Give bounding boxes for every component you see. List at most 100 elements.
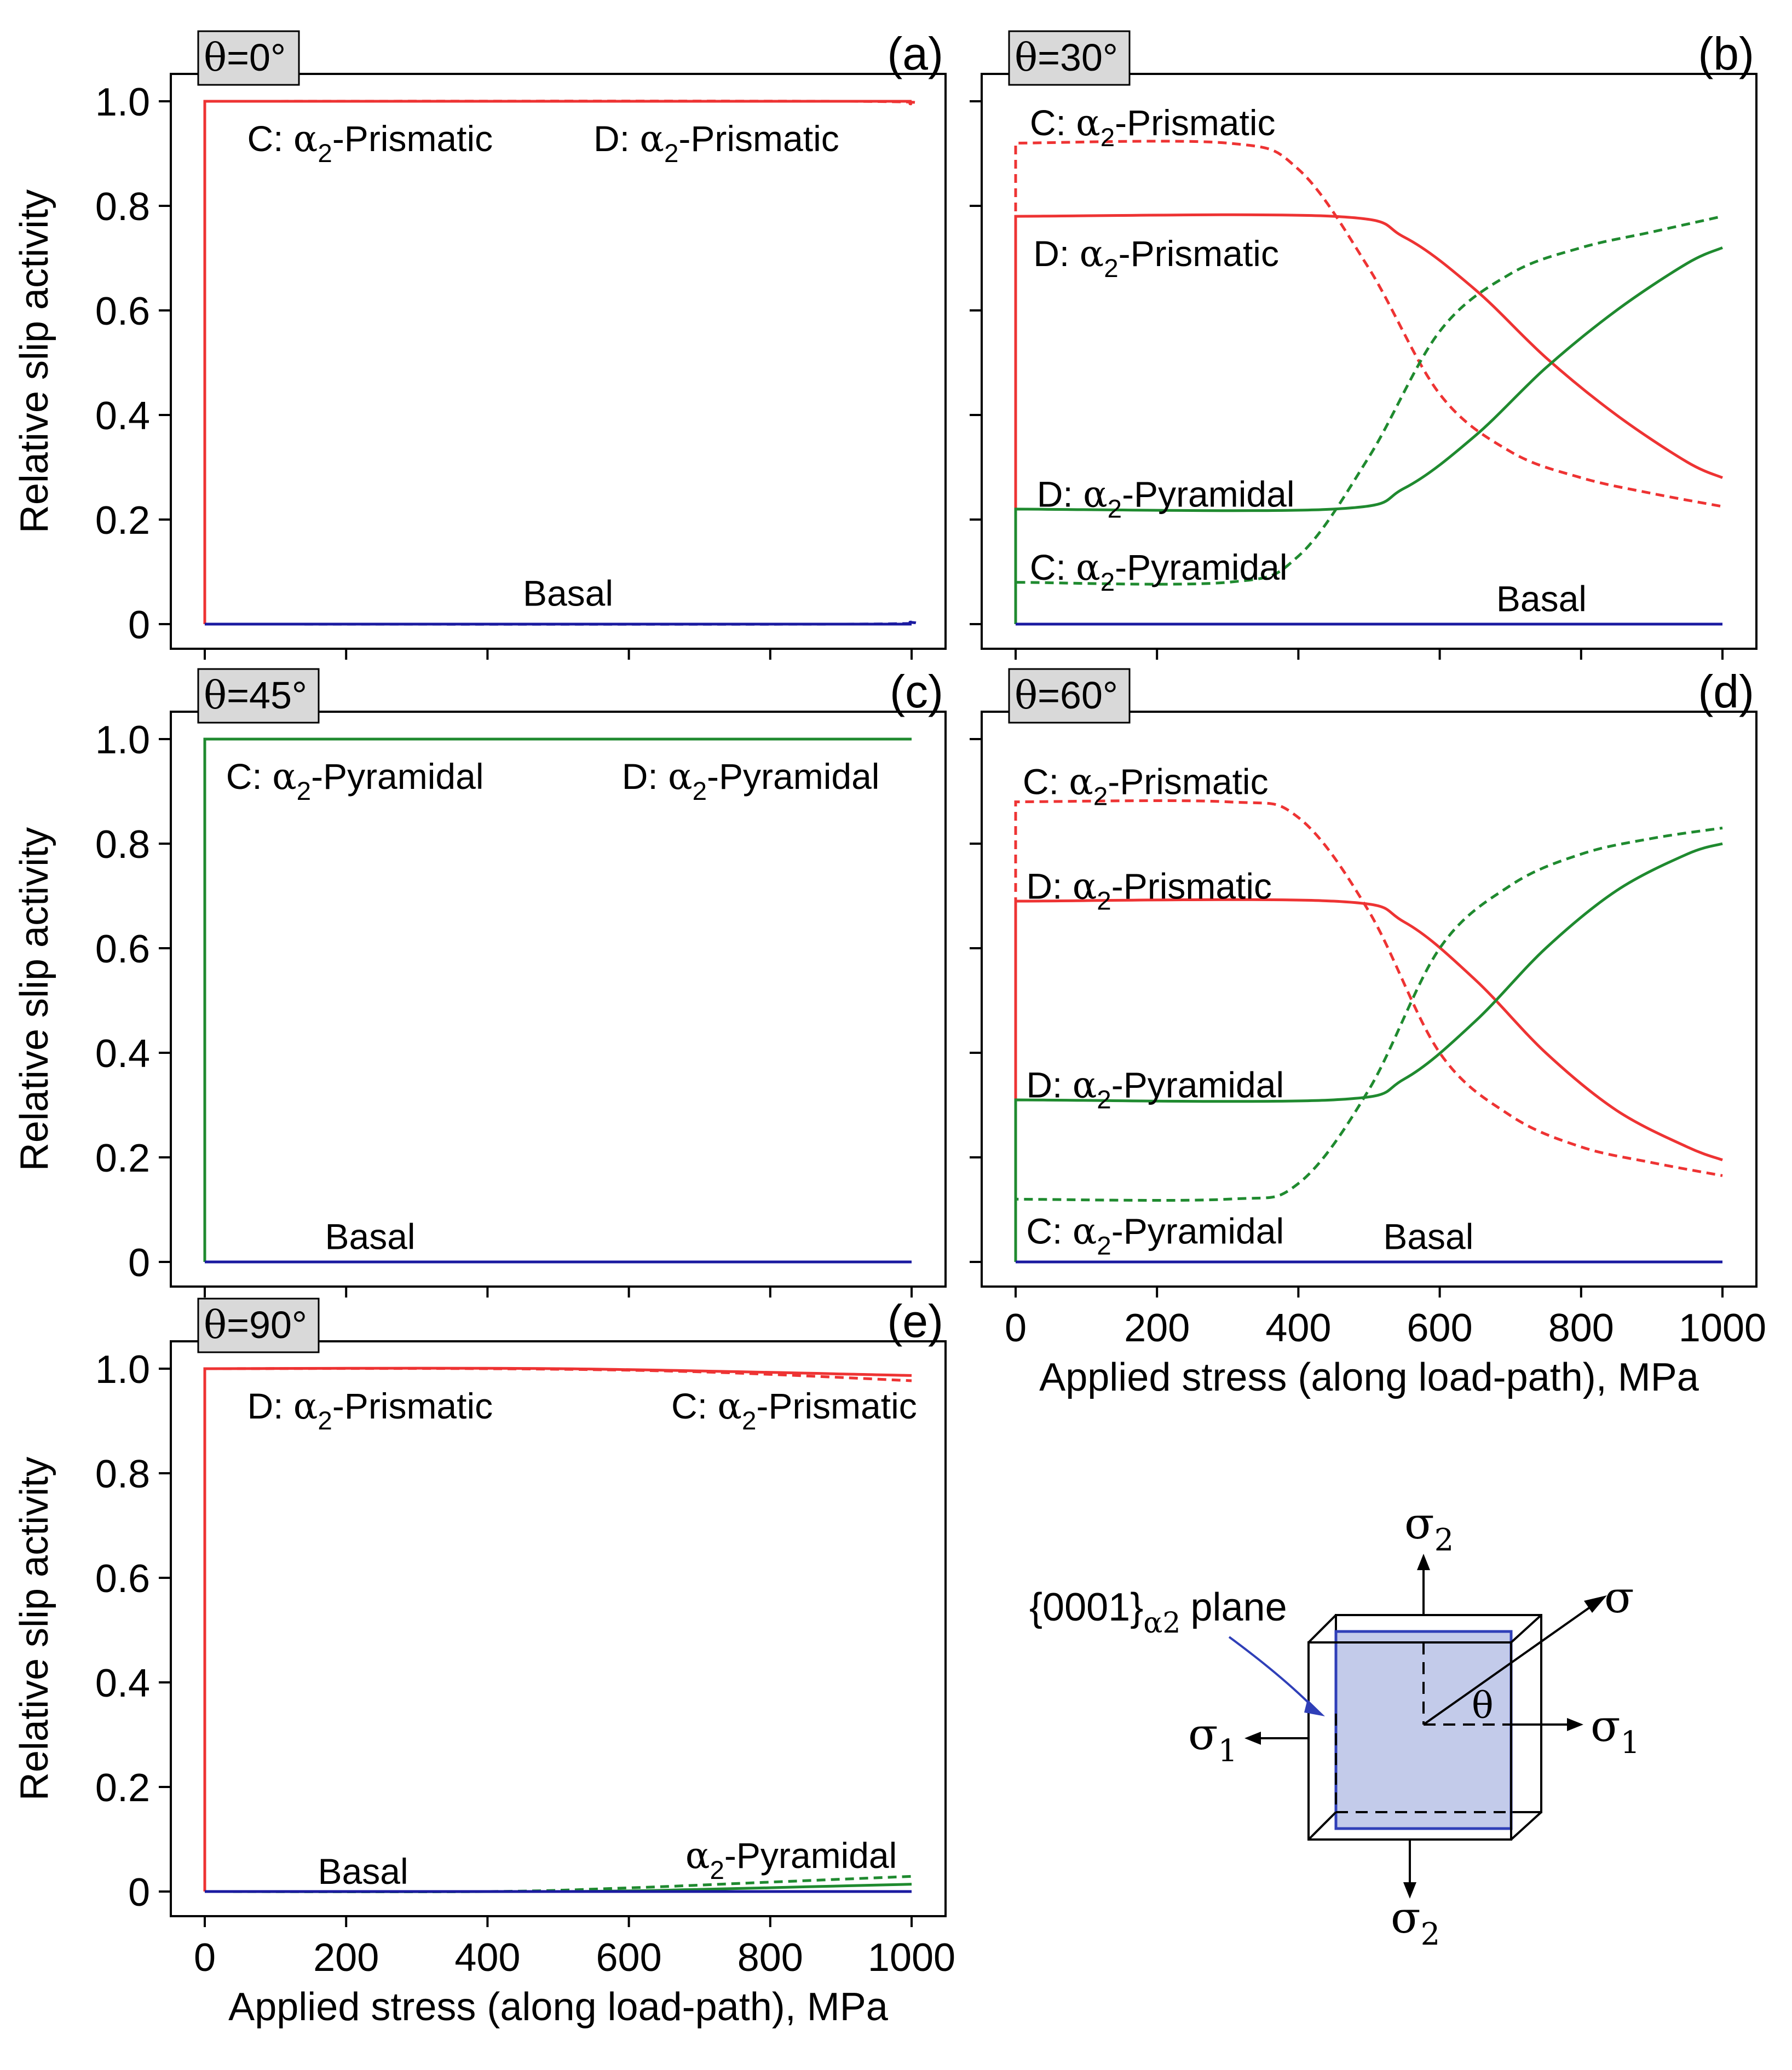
y-tick-label: 1.0 <box>95 1348 150 1392</box>
panel-label: (d) <box>1698 666 1754 717</box>
series-annotation: Basal <box>1383 1216 1473 1256</box>
angle-tag-box <box>197 1298 320 1353</box>
series-annotation: D: α2-Pyramidal <box>1037 473 1295 523</box>
x-tick-label: 600 <box>596 1936 662 1980</box>
panel-c: θ=45° (c) 0 0.2 0.4 0.6 0.8 1.0 Relative slip ac… <box>13 666 947 1298</box>
series-annotation: D: α2-Prismatic <box>1026 865 1272 915</box>
series-annotation: D: α2-Pyramidal <box>1026 1064 1284 1114</box>
sigma-arrow <box>1422 1606 1592 1726</box>
y-tick-label: 0 <box>128 603 150 647</box>
series-line <box>1014 213 1724 624</box>
sigma1-left-arrowhead <box>1244 1732 1261 1745</box>
x-tick-label: 200 <box>313 1936 379 1980</box>
plot-frame <box>170 1340 947 1917</box>
plane-pointer <box>1228 1636 1315 1709</box>
y-tick-label: 1.0 <box>95 718 150 762</box>
theta-label: θ <box>1472 1685 1494 1727</box>
series-annotation: C: α2-Prismatic <box>1023 760 1269 811</box>
sigma2-top-label: σ2 <box>1404 1498 1454 1558</box>
series-annotation: C: α2-Prismatic <box>1030 102 1276 152</box>
y-tick-label: 0 <box>128 1241 150 1285</box>
series-line <box>203 100 918 624</box>
sigma2-down-arrowhead <box>1403 1882 1416 1899</box>
stress-diagram: {0001}α2 plane σ σ2 σ2 σ1 σ1 θ <box>1029 1498 1640 1952</box>
x-tick-label: 0 <box>194 1936 216 1980</box>
plane-label: {0001}α2 plane <box>1029 1585 1287 1640</box>
y-tick-label: 0.8 <box>95 1452 150 1496</box>
x-tick-label: 200 <box>1124 1306 1190 1350</box>
series-line <box>1014 898 1723 1262</box>
x-tick-label: 1000 <box>1679 1306 1766 1350</box>
series-line <box>203 1366 912 1892</box>
series-annotation: C: α2-Pyramidal <box>226 756 484 806</box>
plot-frame <box>981 73 1758 650</box>
series-annotation: C: α2-Pyramidal <box>1030 546 1288 597</box>
angle-tag: θ=60° <box>1015 673 1118 718</box>
series-annotation: Basal <box>318 1851 408 1892</box>
series-annotation: Basal <box>1496 578 1587 619</box>
panel-a: θ=0° (a) 0 0.2 0.4 0.6 0.8 1.0 Relative slip act… <box>13 28 947 660</box>
series-line <box>203 100 912 624</box>
sigma2-up-arrowhead <box>1417 1554 1430 1570</box>
series-line <box>1014 826 1723 1262</box>
panel-d: θ=60° (d) 0 200 400 600 800 1000 Applied stress … <box>970 666 1766 1399</box>
series-annotation: Basal <box>523 573 613 614</box>
sigma1-right-arrowhead <box>1567 1718 1583 1731</box>
series-line <box>203 737 912 1262</box>
y-tick-label: 0.6 <box>95 1557 150 1601</box>
sigma1-right-label: σ1 <box>1591 1700 1640 1761</box>
x-tick-label: 400 <box>454 1936 520 1980</box>
panels: θ=0° (a) 0 0.2 0.4 0.6 0.8 1.0 Relative slip act… <box>13 28 1766 2029</box>
x-tick-label: 400 <box>1265 1306 1331 1350</box>
angle-tag-box <box>197 30 300 86</box>
angle-tag: θ=0° <box>204 35 286 80</box>
y-axis-title: Relative slip activity <box>13 1457 56 1801</box>
sigma-label: σ <box>1604 1572 1634 1623</box>
panel-label: (c) <box>890 666 943 717</box>
y-tick-label: 0.8 <box>95 185 150 229</box>
box-edge <box>1307 1811 1337 1841</box>
y-tick-label: 0 <box>128 1871 150 1915</box>
box-edge <box>1510 1811 1542 1841</box>
plot-frame <box>170 73 947 650</box>
series-annotation: D: α2-Prismatic <box>1033 233 1279 283</box>
x-axis-title: Applied stress (along load-path), MPa <box>228 1985 889 2029</box>
series-line <box>1014 246 1724 624</box>
box-edge <box>1510 1614 1542 1644</box>
angle-tag-box <box>1008 30 1131 86</box>
panel-e: θ=90° (e) 00 0.2 200 0.4 400 0.6 600 0.8 800 1.0 100… <box>13 1295 955 2029</box>
y-tick-label: 0.8 <box>95 823 150 867</box>
sigma1-left-label: σ1 <box>1188 1709 1237 1769</box>
series-line <box>1014 842 1723 1262</box>
series-annotation: D: α2-Prismatic <box>594 118 839 168</box>
series-annotation: C: α2-Prismatic <box>671 1385 917 1435</box>
angle-tag-box <box>1008 668 1131 724</box>
series-annotation: C: α2-Pyramidal <box>1026 1210 1284 1261</box>
series-line <box>1014 215 1723 624</box>
box-edge <box>1307 1614 1337 1644</box>
panel-b: θ=30° (b) C: α2-Prismatic D: α2-Prismatic D:… <box>970 28 1758 660</box>
plot-frame <box>981 711 1758 1288</box>
y-tick-label: 0.2 <box>95 499 150 543</box>
panel-label: (a) <box>887 28 943 79</box>
x-tick-label: 0 <box>1005 1306 1027 1350</box>
y-tick-label: 0.4 <box>95 1032 150 1076</box>
y-tick-label: 0.6 <box>95 927 150 971</box>
y-axis-title: Relative slip activity <box>13 189 56 533</box>
plot-frame <box>170 711 947 1288</box>
x-tick-label: 800 <box>1548 1306 1614 1350</box>
x-axis-title: Applied stress (along load-path), MPa <box>1039 1356 1699 1399</box>
series-line <box>203 737 912 1262</box>
basal-plane <box>1334 1630 1513 1830</box>
angle-tag: θ=30° <box>1015 35 1118 80</box>
series-annotation: α2-Pyramidal <box>685 1835 897 1885</box>
panel-label: (e) <box>887 1295 943 1347</box>
series-line <box>1014 799 1723 1262</box>
series-line <box>203 1367 912 1892</box>
series-line <box>204 620 918 626</box>
y-tick-label: 0.4 <box>95 394 150 438</box>
panel-label: (b) <box>1698 28 1754 79</box>
sigma2-bottom-label: σ2 <box>1391 1892 1440 1952</box>
angle-tag-box <box>197 668 320 724</box>
